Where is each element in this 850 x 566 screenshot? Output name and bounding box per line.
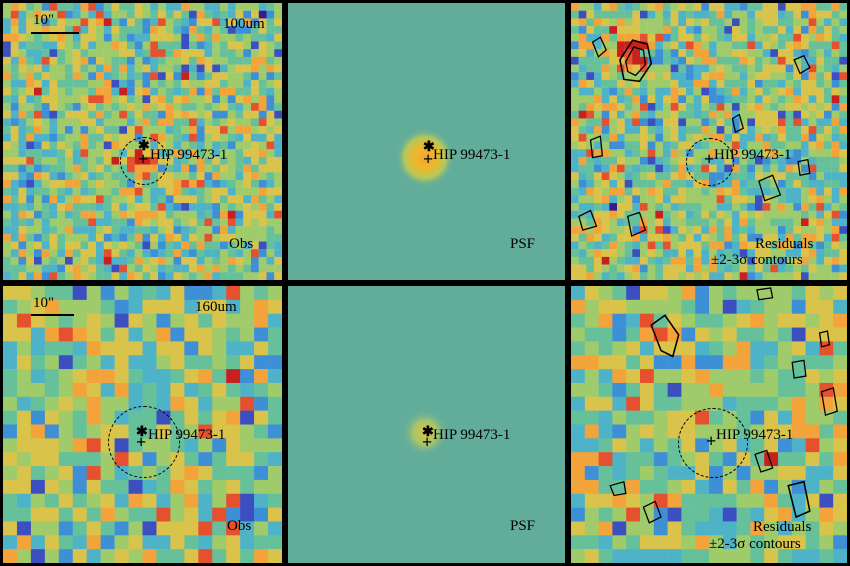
source-label: HIP 99473-1 — [714, 147, 792, 163]
axis-tick-label: 15 — [285, 366, 287, 374]
axis-tick-label: 10 — [285, 431, 287, 439]
contours-label: ±2-3σ contours — [709, 536, 801, 552]
scale-bar — [31, 32, 79, 34]
aperture-circle — [120, 137, 168, 185]
position-cross-icon: + — [704, 149, 715, 169]
panel-residuals-100um: + HIP 99473-1 Residuals ±2-3σ contours — [568, 0, 850, 283]
scale-bar-label: 10" — [33, 295, 55, 311]
axis-tick-label: 30 — [285, 55, 287, 63]
axis-tick-label: 20 — [285, 127, 287, 135]
centroid-marker-icon: ✱ — [422, 425, 434, 440]
centroid-marker-icon: ✱ — [138, 139, 150, 154]
obs-map-100um — [3, 3, 282, 280]
centroid-marker-icon: ✱ — [136, 425, 148, 440]
source-label: HIP 99473-1 — [150, 147, 228, 163]
position-cross-icon: + — [136, 432, 147, 452]
centroid-marker-icon: ✱ — [423, 140, 435, 155]
scale-bar-label: 10" — [33, 12, 55, 28]
contours-label: ±2-3σ contours — [711, 252, 803, 268]
panel-obs-100um: 10" 100um ✱ + HIP 99473-1 Obs — [0, 0, 285, 283]
source-label: HIP 99473-1 — [716, 427, 794, 443]
aperture-circle — [678, 408, 748, 478]
source-label: HIP 99473-1 — [433, 427, 511, 443]
axis-tick-label: 5 — [285, 500, 287, 504]
psf-map-100um — [288, 3, 565, 280]
position-cross-icon: + — [423, 149, 434, 169]
residual-map-160um — [571, 286, 847, 563]
source-label: HIP 99473-1 — [433, 147, 511, 163]
panel-residuals-160um: + HIP 99473-1 Residuals ±2-3σ contours — [568, 283, 850, 566]
source-label: HIP 99473-1 — [148, 427, 226, 443]
position-cross-icon: + — [138, 149, 149, 169]
band-label: 100um — [223, 16, 265, 32]
residuals-label: Residuals — [753, 519, 812, 535]
position-cross-icon: + — [422, 432, 433, 452]
panel-psf-160um: ✱ + HIP 99473-1 PSF 20 15 10 5 — [285, 283, 568, 566]
aperture-circle — [686, 138, 734, 186]
psf-label: PSF — [510, 518, 536, 534]
panel-psf-100um: ✱ + HIP 99473-1 PSF 30 20 10 — [285, 0, 568, 283]
position-cross-icon: + — [706, 431, 717, 451]
obs-map-160um — [3, 286, 282, 563]
panel-obs-160um: 10" 160um ✱ + HIP 99473-1 Obs — [0, 283, 285, 566]
aperture-circle — [108, 406, 180, 478]
obs-label: Obs — [229, 236, 254, 252]
residual-map-100um — [571, 3, 847, 280]
band-label: 160um — [195, 299, 237, 315]
axis-tick-label: 20 — [285, 296, 287, 304]
psf-map-160um — [288, 286, 565, 563]
psf-label: PSF — [510, 236, 536, 252]
residuals-label: Residuals — [755, 236, 814, 252]
scale-bar — [31, 314, 74, 316]
obs-label: Obs — [227, 518, 252, 534]
axis-tick-label: 10 — [285, 204, 287, 212]
